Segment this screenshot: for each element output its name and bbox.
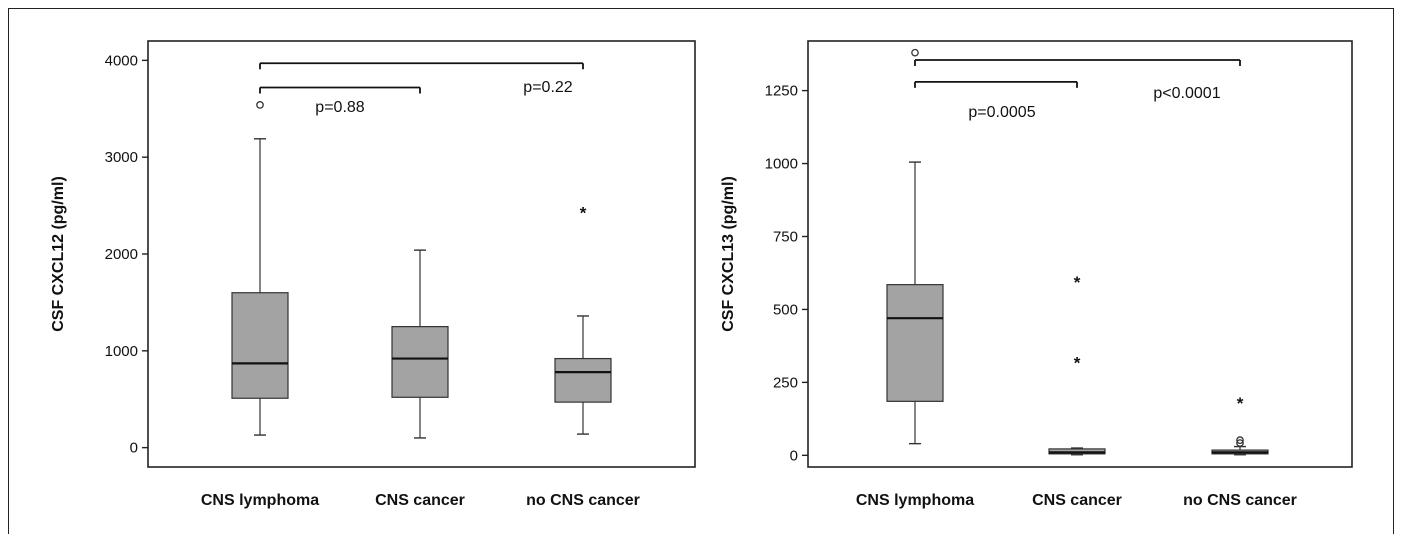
box-cns-lymphoma [231, 138, 289, 436]
p-value-label: p<0.0001 [1153, 85, 1220, 102]
x-category-label: CNS cancer [375, 492, 465, 509]
outlier-star: * [1074, 273, 1081, 292]
outlier-star: * [580, 203, 587, 222]
y-tick-label: 500 [773, 301, 798, 318]
y-tick-label: 1000 [105, 343, 138, 360]
figure-frame [8, 8, 1394, 534]
iqr-box [391, 326, 449, 398]
outlier-circle [1236, 436, 1244, 445]
outlier-star: * [1237, 394, 1244, 413]
y-tick-label: 3000 [105, 149, 138, 166]
plot-area [147, 40, 696, 468]
box-cns-cancer [391, 249, 449, 439]
chart-panel-1: 0 1000 2000 3000 4000 CSF CXCL12 (pg/ml) CNS l… [50, 40, 696, 509]
y-tick-label: 4000 [105, 52, 138, 69]
significance-bracket: p<0.0001 [914, 59, 1241, 102]
y-tick-label: 1000 [765, 156, 798, 173]
outlier-star: * [1074, 353, 1081, 372]
x-category-label: CNS lymphoma [201, 492, 319, 509]
outlier-circle [256, 101, 264, 109]
y-axis-label: CSF CXCL12 (pg/ml) [50, 176, 67, 332]
chart-panel-2: 0 250 500 750 1000 1250 CSF CXCL13 (pg/ml) CNS … [720, 40, 1353, 509]
y-axis-label: CSF CXCL13 (pg/ml) [720, 176, 737, 332]
y-tick-label: 250 [773, 374, 798, 391]
iqr-box [886, 284, 944, 402]
box-no-cns-cancer [554, 315, 612, 435]
significance-bracket: p=0.22 [259, 62, 584, 96]
y-tick-label: 0 [790, 447, 798, 464]
p-value-label: p=0.0005 [968, 104, 1035, 121]
y-tick-label: 1250 [765, 83, 798, 100]
outlier-circle [1236, 439, 1244, 447]
y-tick-label: 2000 [105, 246, 138, 263]
iqr-box [554, 357, 612, 403]
p-value-label: p=0.88 [315, 99, 364, 116]
significance-bracket: p=0.0005 [914, 80, 1078, 121]
x-category-label: CNS cancer [1032, 492, 1122, 509]
outlier-circle [911, 48, 919, 57]
box-no-cns-cancer [1211, 445, 1269, 456]
plot-area [807, 40, 1353, 468]
significance-bracket: p=0.88 [259, 86, 421, 116]
iqr-box [231, 292, 289, 399]
y-tick-label: 750 [773, 228, 798, 245]
box-cns-lymphoma [886, 161, 944, 445]
x-category-label: CNS lymphoma [856, 492, 974, 509]
x-category-label: no CNS cancer [526, 492, 640, 509]
x-category-label: no CNS cancer [1183, 492, 1297, 509]
p-value-label: p=0.22 [523, 79, 572, 96]
box-cns-cancer [1048, 447, 1106, 456]
y-tick-label: 0 [130, 440, 138, 457]
